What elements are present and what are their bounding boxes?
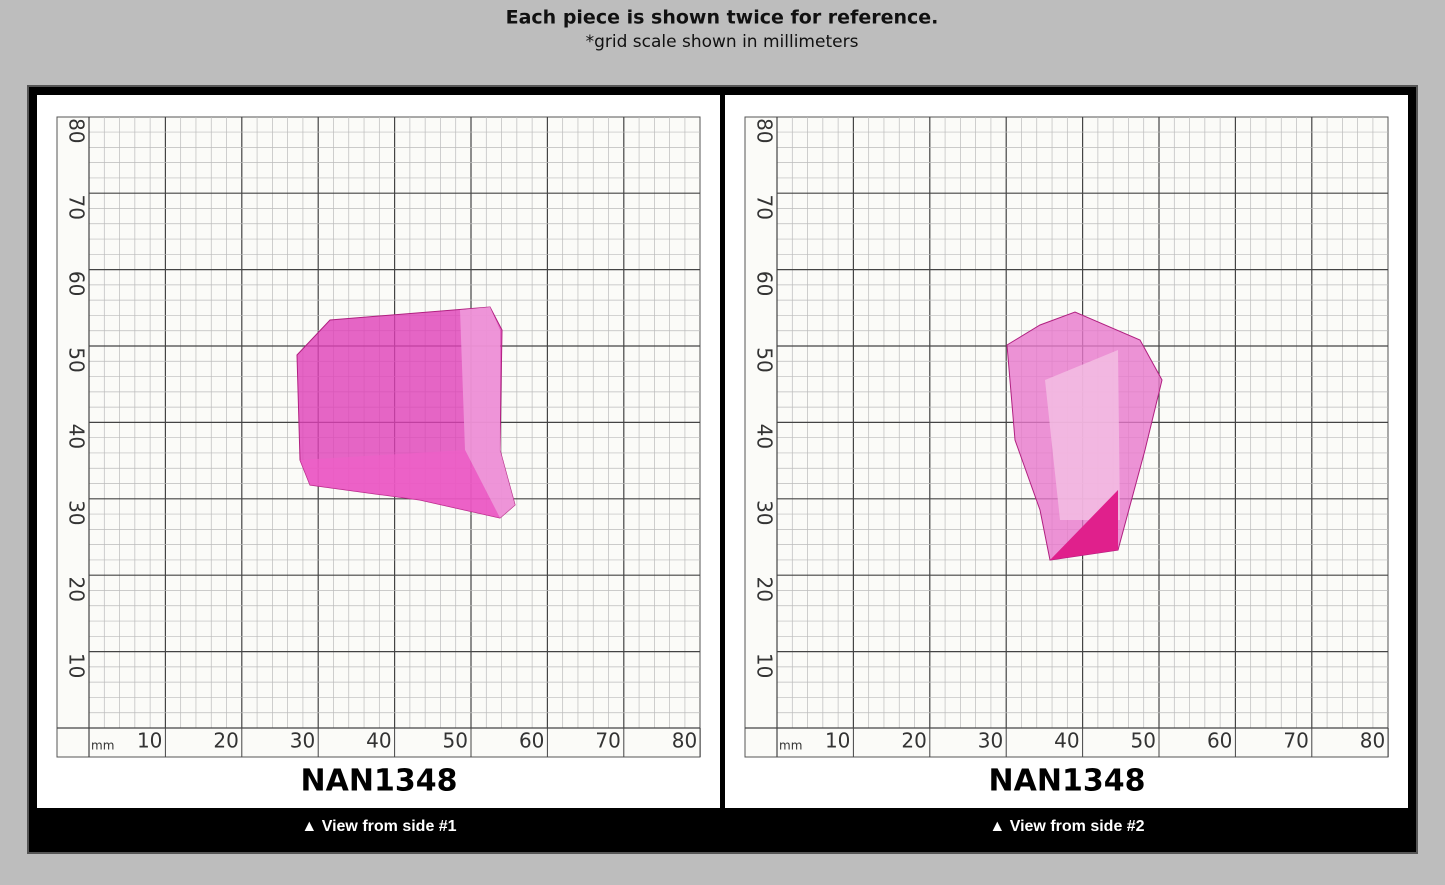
gem-facet: [1045, 350, 1120, 520]
gem-facet: [460, 307, 515, 518]
item-code: NAN1348: [989, 764, 1146, 799]
y-scale-label: 60: [65, 271, 89, 296]
x-scale-label: 60: [1207, 729, 1232, 753]
x-scale-label: 50: [443, 729, 468, 753]
x-scale-label: 70: [1283, 729, 1308, 753]
subtitle: *grid scale shown in millimeters: [586, 32, 859, 52]
y-scale-label: 80: [65, 118, 89, 143]
y-scale-label: 50: [65, 347, 89, 372]
x-scale-label: 20: [901, 729, 926, 753]
title: Each piece is shown twice for reference.: [506, 7, 939, 29]
gem-side-2: [1006, 311, 1163, 561]
y-scale-label: 40: [753, 424, 777, 449]
unit-label: mm: [91, 739, 114, 753]
x-scale-label: 30: [290, 729, 315, 753]
y-scale-label: 10: [65, 653, 89, 678]
item-code: NAN1348: [301, 764, 458, 799]
y-scale-label: 80: [753, 118, 777, 143]
y-scale-label: 50: [753, 347, 777, 372]
y-scale-label: 40: [65, 424, 89, 449]
unit-label: mm: [779, 739, 802, 753]
x-scale-label: 10: [137, 729, 162, 753]
y-scale-label: 70: [753, 194, 777, 219]
y-scale-label: 20: [753, 576, 777, 601]
y-scale-label: 10: [753, 653, 777, 678]
x-scale-label: 40: [366, 729, 391, 753]
gem-facet: [300, 450, 500, 518]
x-scale-label: 50: [1131, 729, 1156, 753]
view-caption: ▲ View from side #2: [989, 818, 1144, 835]
gem-side-1: [296, 306, 516, 519]
x-scale-label: 80: [672, 729, 697, 753]
x-scale-label: 80: [1360, 729, 1385, 753]
x-scale-label: 60: [519, 729, 544, 753]
x-scale-label: 30: [978, 729, 1003, 753]
y-scale-label: 20: [65, 576, 89, 601]
x-scale-label: 70: [595, 729, 620, 753]
view-caption: ▲ View from side #1: [301, 818, 456, 835]
x-scale-label: 20: [213, 729, 238, 753]
y-scale-label: 70: [65, 194, 89, 219]
y-scale-label: 30: [753, 500, 777, 525]
x-scale-label: 40: [1054, 729, 1079, 753]
y-scale-label: 30: [65, 500, 89, 525]
x-scale-label: 10: [825, 729, 850, 753]
y-scale-label: 60: [753, 271, 777, 296]
gem-facet: [1050, 490, 1118, 560]
